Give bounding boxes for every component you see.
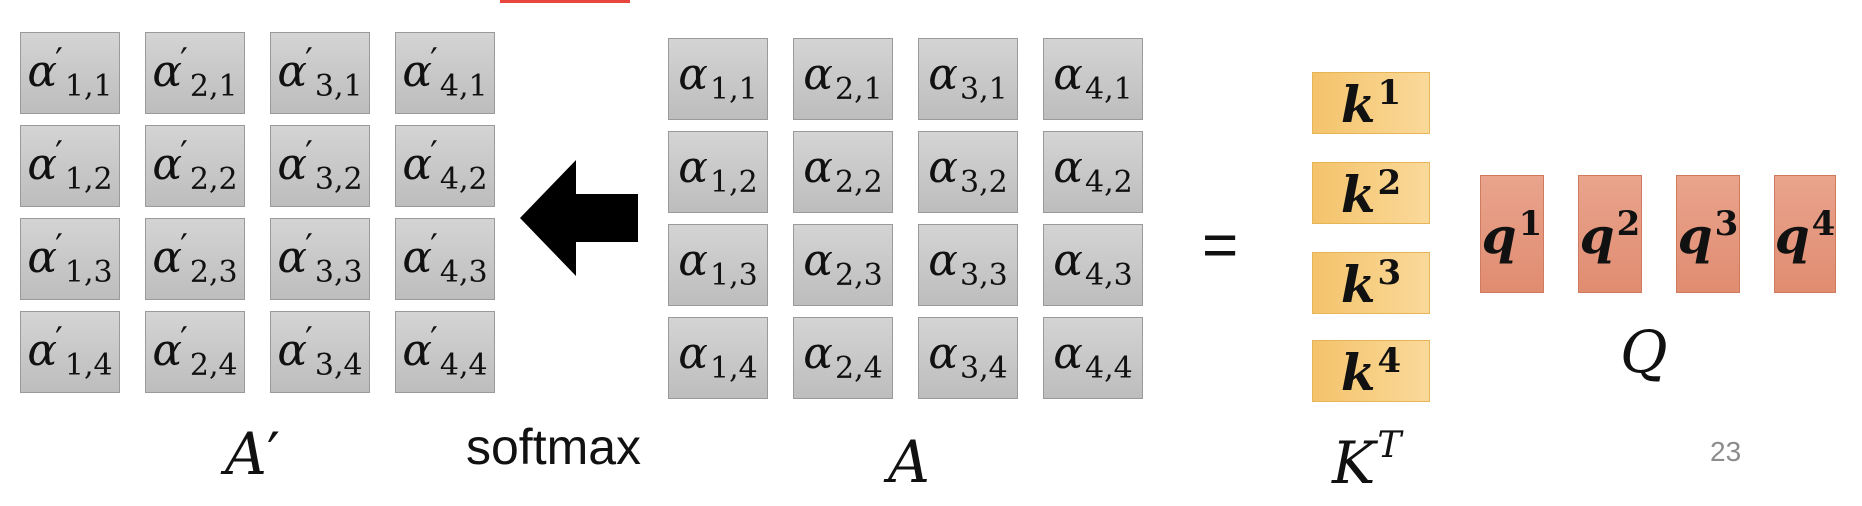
a-prime-cell-1-1: α′1,1: [20, 32, 120, 114]
a-prime-cell-1-4: α′1,4: [20, 311, 120, 393]
a-prime-cell-4-1: α′4,1: [395, 32, 495, 114]
k-transpose-label: KT: [1332, 425, 1402, 497]
q-label: Q: [1620, 318, 1668, 386]
q-vector-3: q3: [1676, 175, 1740, 293]
a-cell-2-4: α2,4: [793, 317, 893, 399]
a-prime-cell-3-3: α′3,3: [270, 218, 370, 300]
a-cell-1-3: α1,3: [668, 224, 768, 306]
a-prime-cell-2-2: α′2,2: [145, 125, 245, 207]
page-number: 23: [1710, 436, 1742, 467]
a-prime-cell-3-4: α′3,4: [270, 311, 370, 393]
k-vector-3: k3: [1312, 252, 1430, 314]
a-cell-2-3: α2,3: [793, 224, 893, 306]
a-cell-1-2: α1,2: [668, 131, 768, 213]
softmax-label: softmax: [466, 419, 642, 475]
a-prime-cell-3-2: α′3,2: [270, 125, 370, 207]
a-cell-1-1: α1,1: [668, 38, 768, 120]
top-accent-bar: [500, 0, 630, 3]
equals-sign: =: [1202, 211, 1239, 280]
a-prime-cell-2-1: α′2,1: [145, 32, 245, 114]
a-cell-4-4: α4,4: [1043, 317, 1143, 399]
a-label: A: [888, 428, 930, 496]
a-prime-cell-1-2: α′1,2: [20, 125, 120, 207]
a-prime-cell-2-3: α′2,3: [145, 218, 245, 300]
a-cell-2-1: α2,1: [793, 38, 893, 120]
a-cell-2-2: α2,2: [793, 131, 893, 213]
left-arrow-icon: [520, 160, 638, 276]
a-prime-cell-4-3: α′4,3: [395, 218, 495, 300]
q-vector-4: q4: [1774, 175, 1836, 293]
a-cell-3-2: α3,2: [918, 131, 1018, 213]
a-cell-3-4: α3,4: [918, 317, 1018, 399]
a-cell-3-3: α3,3: [918, 224, 1018, 306]
a-prime-cell-2-4: α′2,4: [145, 311, 245, 393]
k-vector-2: k2: [1312, 162, 1430, 224]
a-prime-cell-3-1: α′3,1: [270, 32, 370, 114]
a-cell-1-4: α1,4: [668, 317, 768, 399]
a-cell-3-1: α3,1: [918, 38, 1018, 120]
k-vector-4: k4: [1312, 340, 1430, 402]
k-vector-1: k1: [1312, 72, 1430, 134]
q-vector-1: q1: [1480, 175, 1544, 293]
a-cell-4-2: α4,2: [1043, 131, 1143, 213]
a-prime-cell-1-3: α′1,3: [20, 218, 120, 300]
a-cell-4-3: α4,3: [1043, 224, 1143, 306]
q-vector-2: q2: [1578, 175, 1642, 293]
a-prime-cell-4-2: α′4,2: [395, 125, 495, 207]
a-prime-label: A′: [225, 420, 281, 488]
a-cell-4-1: α4,1: [1043, 38, 1143, 120]
a-prime-cell-4-4: α′4,4: [395, 311, 495, 393]
